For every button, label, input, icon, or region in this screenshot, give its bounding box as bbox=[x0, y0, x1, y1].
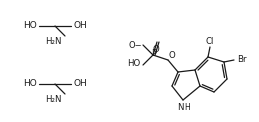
Text: H₂N: H₂N bbox=[45, 95, 61, 103]
Text: O: O bbox=[169, 51, 175, 60]
Text: O: O bbox=[153, 45, 159, 54]
Text: Cl: Cl bbox=[206, 36, 214, 46]
Text: H: H bbox=[184, 102, 190, 112]
Text: OH: OH bbox=[73, 78, 87, 87]
Text: P: P bbox=[152, 50, 156, 59]
Text: HO: HO bbox=[127, 59, 141, 67]
Text: HO: HO bbox=[23, 78, 37, 87]
Text: Br: Br bbox=[237, 56, 247, 65]
Text: O−: O− bbox=[128, 41, 142, 50]
Text: OH: OH bbox=[73, 20, 87, 30]
Text: HO: HO bbox=[23, 20, 37, 30]
Text: H₂N: H₂N bbox=[45, 36, 61, 46]
Text: N: N bbox=[177, 102, 183, 112]
